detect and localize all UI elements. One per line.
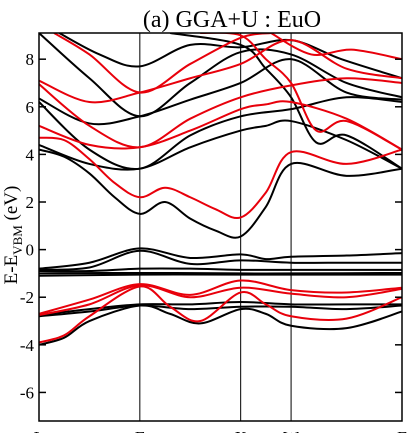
plot-area: -6 -4 -2 0 2 4 6 8 L Γ X W Γ: [20, 32, 407, 438]
black-band-line-6: [39, 304, 402, 318]
black-band-line-10: [39, 96, 402, 170]
black-band-line-2: [39, 267, 402, 273]
y-axis-label-main: E-E: [1, 255, 22, 285]
red-band-line-23: [200, 33, 402, 151]
plot-frame: [38, 32, 403, 422]
black-band-line-1: [39, 249, 402, 271]
y-tick-label: 2: [26, 193, 35, 212]
red-band-line-18: [39, 136, 402, 220]
black-band-line-14: [169, 33, 402, 170]
y-axis-label-subscript: VBM: [10, 225, 25, 255]
y-tick-label: 8: [26, 50, 35, 69]
kpath-label-2: X: [235, 428, 247, 433]
red-band-line-24: [270, 33, 402, 61]
black-band-line-11: [39, 58, 402, 126]
kpath-label-0: L: [34, 428, 44, 433]
black-band-line-0: [39, 247, 402, 270]
y-tick-label: -2: [20, 288, 34, 307]
red-band-line-20: [39, 77, 402, 149]
black-band-line-13: [58, 33, 402, 80]
y-tick-label: 0: [26, 241, 35, 260]
black-band-line-3: [39, 271, 402, 275]
chart-title: (a) GGA+U : EuO: [143, 7, 321, 33]
black-band-line-5: [39, 300, 402, 317]
y-tick-label: 4: [26, 145, 35, 164]
red-band-line-15: [39, 279, 402, 315]
y-tick-label: -6: [20, 383, 34, 402]
y-tick-label: -4: [20, 336, 35, 355]
band-lines-group: [39, 33, 402, 346]
red-band-line-19: [39, 100, 402, 151]
black-band-line-4: [39, 273, 402, 277]
red-band-line-21: [39, 39, 402, 104]
kpath-label-4: Γ: [397, 428, 407, 433]
black-band-line-8: [39, 148, 402, 239]
black-band-line-9: [39, 119, 402, 171]
y-axis-label-unit: (eV): [1, 186, 22, 226]
y-axis-label: E-EVBM (eV): [1, 186, 25, 285]
y-tick-label: 6: [26, 98, 35, 117]
kpath-label-1: Γ: [135, 428, 145, 433]
black-band-line-7: [39, 304, 402, 346]
kpath-label-3: W: [283, 428, 300, 433]
red-band-line-16: [39, 284, 402, 317]
red-band-line-17: [39, 285, 402, 344]
